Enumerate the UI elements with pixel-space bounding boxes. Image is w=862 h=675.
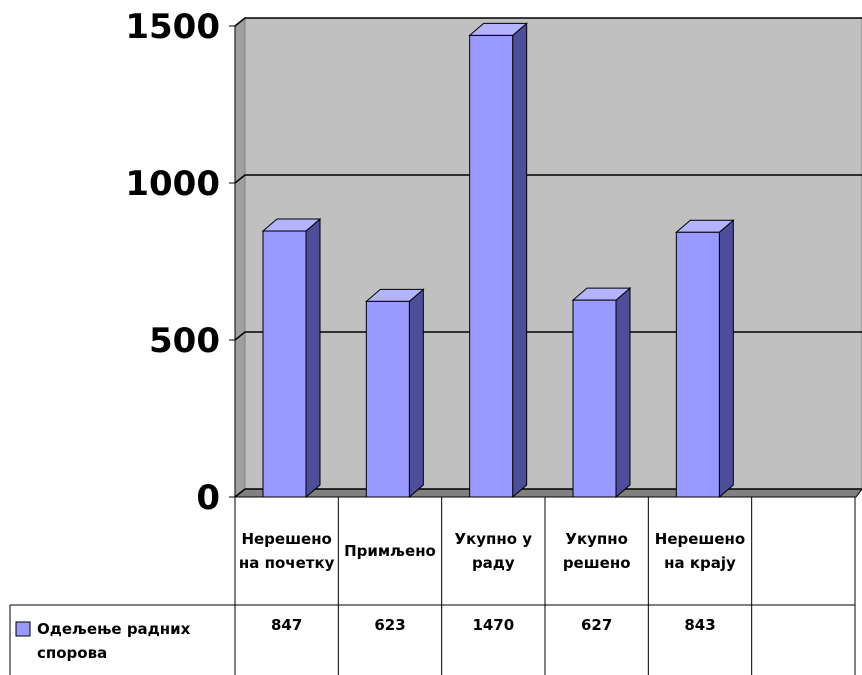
y-tick-label: 1000 — [125, 164, 220, 204]
bar-side — [408, 288, 424, 499]
y-tick-label: 0 — [196, 478, 220, 518]
data-table-value: 627 — [581, 616, 613, 634]
bar — [365, 300, 410, 498]
category-label: Примљено — [344, 542, 436, 560]
bar — [572, 299, 617, 498]
category-label: Нерешено на почетку — [238, 530, 335, 572]
floor — [233, 488, 862, 498]
side-wall — [234, 16, 246, 499]
bar — [262, 230, 307, 498]
y-tick-label: 1500 — [125, 7, 220, 47]
data-table-value: 843 — [684, 616, 716, 634]
category-label: Укупно решено — [562, 530, 631, 572]
back-wall — [244, 17, 862, 490]
bar-side — [615, 287, 631, 499]
y-tick-label: 500 — [149, 321, 220, 361]
grid-line — [234, 17, 862, 27]
bar-side — [305, 217, 321, 499]
category-label — [752, 497, 855, 605]
legend-key — [15, 621, 31, 637]
bar — [469, 34, 514, 498]
data-table-value — [752, 605, 855, 645]
category-label: Нерешено на крају — [654, 530, 746, 572]
bar-side — [718, 219, 734, 499]
category-label: Укупно у раду — [454, 530, 533, 572]
grid-line — [234, 174, 862, 184]
data-table-value: 1470 — [472, 616, 515, 634]
grid-line — [234, 331, 862, 341]
data-table-value: 847 — [271, 616, 303, 634]
data-table-value: 623 — [374, 616, 406, 634]
grid-line — [234, 488, 862, 498]
legend-label: Одељење радних спорова — [37, 620, 191, 662]
bar-side — [512, 22, 528, 499]
bar — [675, 231, 720, 498]
